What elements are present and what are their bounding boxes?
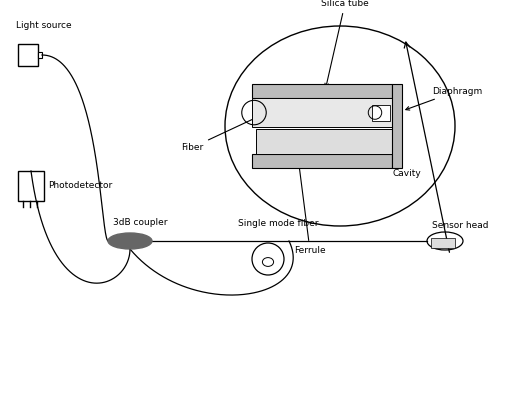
Text: Silica tube: Silica tube (321, 0, 369, 87)
FancyBboxPatch shape (252, 154, 392, 168)
FancyBboxPatch shape (38, 52, 42, 58)
FancyBboxPatch shape (18, 171, 44, 201)
Text: Single mode fiber: Single mode fiber (238, 219, 318, 228)
Text: Ferrule: Ferrule (294, 145, 326, 255)
Text: Sensor head: Sensor head (432, 221, 488, 230)
Text: Light source: Light source (16, 21, 71, 30)
Text: Cavity: Cavity (383, 124, 421, 178)
FancyBboxPatch shape (252, 98, 392, 154)
FancyBboxPatch shape (431, 238, 455, 248)
FancyBboxPatch shape (256, 129, 392, 154)
Ellipse shape (108, 233, 152, 249)
Text: R 1: R 1 (337, 97, 351, 106)
Text: Photodetector: Photodetector (48, 181, 112, 190)
Text: 3dB coupler: 3dB coupler (113, 218, 167, 227)
FancyBboxPatch shape (252, 98, 392, 127)
FancyBboxPatch shape (392, 84, 402, 168)
Text: Fiber: Fiber (181, 114, 263, 152)
FancyBboxPatch shape (372, 105, 390, 120)
Text: Diaphragm: Diaphragm (406, 86, 482, 110)
FancyBboxPatch shape (252, 84, 392, 98)
FancyBboxPatch shape (18, 44, 38, 66)
Text: R 2: R 2 (343, 118, 357, 127)
